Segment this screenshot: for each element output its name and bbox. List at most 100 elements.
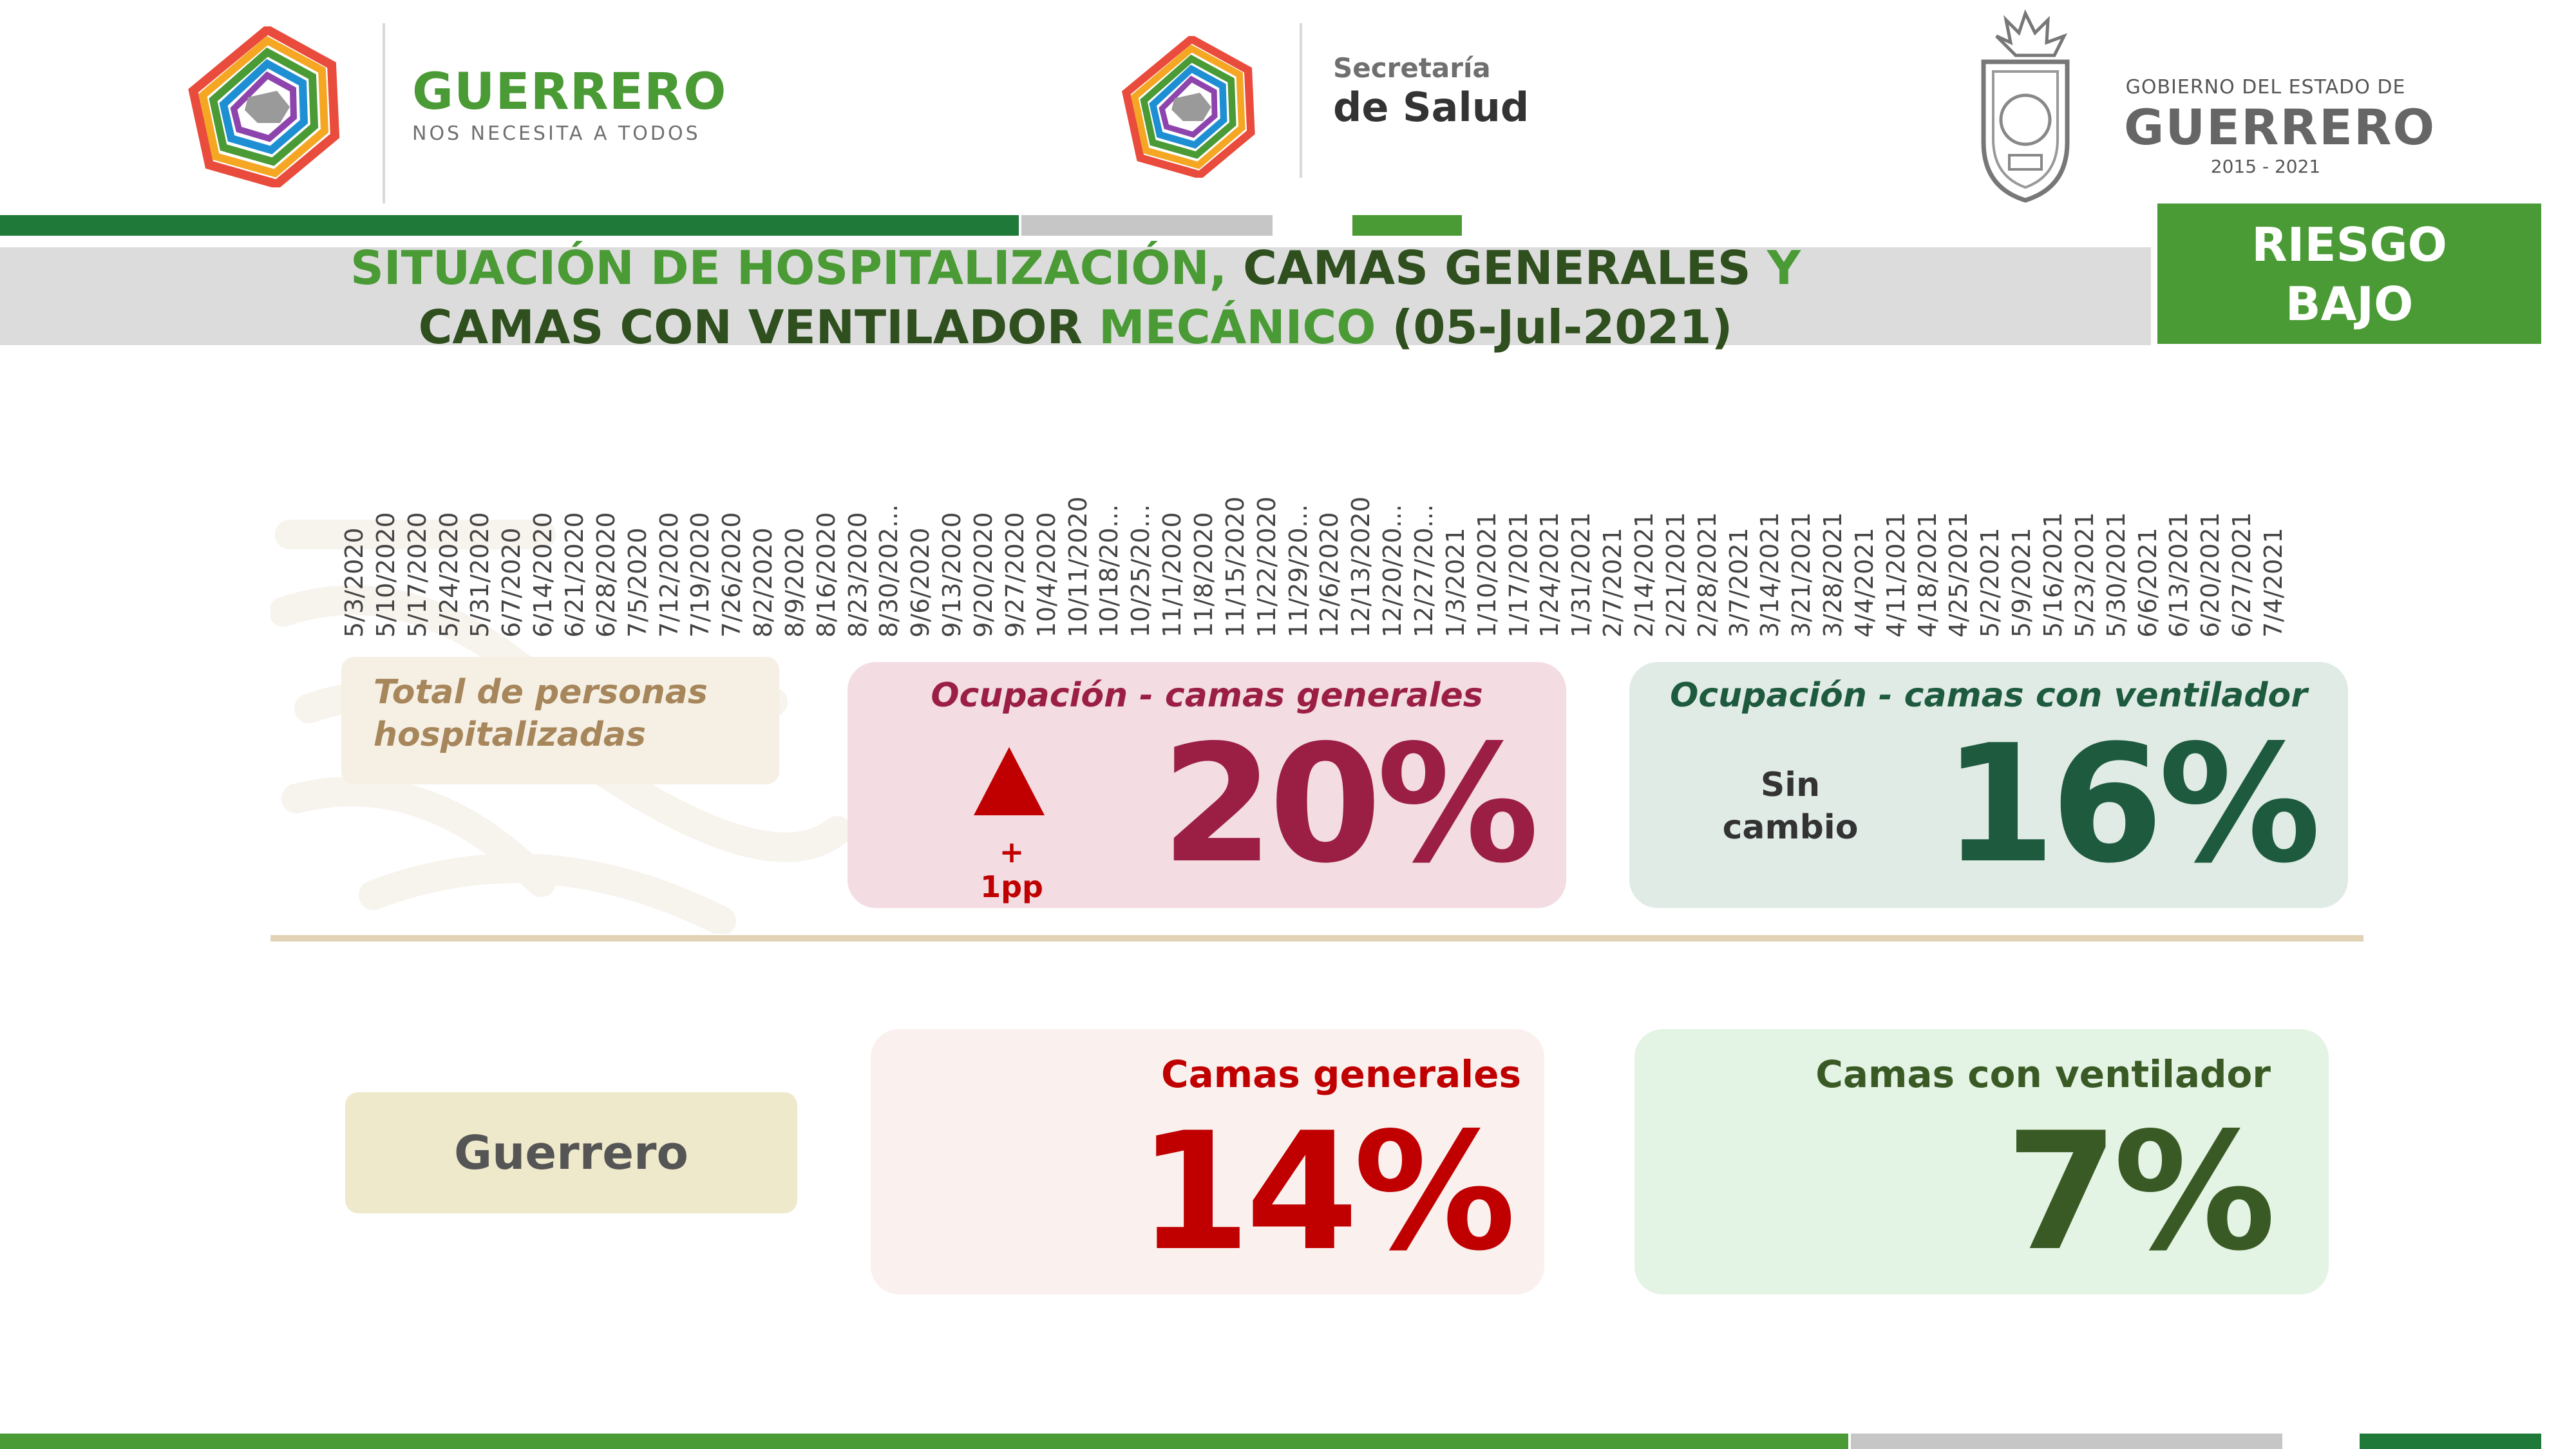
header-divider [1300,23,1302,178]
occupancy-general-label: Ocupación - camas generales [931,676,1483,715]
salud-emblem-icon [1121,33,1262,180]
beds-general-label: Camas generales [1161,1052,1521,1096]
date-tick-label: 9/6/2020 [906,527,935,638]
date-tick-label: 2/28/2021 [1692,512,1721,638]
date-tick-label: 7/4/2021 [2259,527,2287,638]
date-tick-label: 5/17/2020 [402,512,431,638]
date-tick-label: 5/16/2021 [2039,512,2068,638]
gobierno-period: 2015 - 2021 [2210,156,2321,177]
date-tick-label: 4/11/2021 [1881,512,1910,638]
date-tick-label: 6/21/2020 [560,512,589,638]
secretaria-label: Secretaría [1333,52,1491,84]
date-tick-label: 6/27/2021 [2228,512,2257,638]
date-tick-label: 11/15/2020 [1220,496,1249,638]
date-tick-label: 5/23/2021 [2070,512,2099,638]
date-tick-label: 1/31/2021 [1567,512,1596,638]
hospitalized-label-line: hospitalizadas [374,715,646,754]
date-tick-label: 5/24/2020 [434,512,463,638]
date-tick-label: 7/12/2020 [654,512,683,638]
gobierno-guerrero-name: GUERRERO [2124,99,2436,156]
date-tick-label: 8/16/2020 [811,512,840,638]
guerrero-brand-logo: GUERRERO NOS NECESITA A TODOS [187,23,726,204]
date-tick-label: 2/7/2021 [1598,527,1627,638]
header-divider [383,23,385,204]
occupancy-ventilator-card: Ocupación - camas con ventilador Sin cam… [1629,662,2348,908]
date-tick-label: 6/28/2020 [591,512,620,638]
top-gray-bar [1021,215,1273,236]
date-tick-label: 4/25/2021 [1944,512,1973,638]
state-label-box: Guerrero [345,1092,797,1213]
footer-green-bar [0,1434,1848,1449]
date-tick-label: 10/4/2020 [1032,512,1061,638]
date-tick-label: 7/5/2020 [623,527,652,638]
date-tick-label: 3/14/2021 [1756,512,1785,638]
date-tick-label: 7/26/2020 [717,512,746,638]
date-tick-label: 5/30/2021 [2101,512,2130,638]
date-tick-label: 1/10/2021 [1472,512,1501,638]
date-tick-label: 1/24/2021 [1535,512,1564,638]
occupancy-ventilator-status: Sin cambio [1707,764,1874,849]
date-tick-label: 10/25/20... [1126,504,1155,638]
date-tick-label: 12/27/20... [1409,504,1438,638]
date-tick-label: 4/4/2021 [1850,527,1879,638]
date-tick-label: 6/7/2020 [497,527,526,638]
date-tick-label: 3/28/2021 [1819,512,1848,638]
date-tick-label: 4/18/2021 [1913,512,1942,638]
section-separator [270,935,2363,942]
beds-ventilator-card: Camas con ventilador 7% [1634,1029,2329,1294]
date-tick-label: 8/9/2020 [780,527,809,638]
hospitalized-label-line: Total de personas [374,673,708,712]
date-tick-label: 11/1/2020 [1158,512,1187,638]
date-tick-label: 6/13/2021 [2164,512,2193,638]
footer-dark-green-bar [2360,1434,2541,1449]
date-tick-label: 6/6/2021 [2133,527,2162,638]
date-tick-label: 6/20/2021 [2196,512,2225,638]
date-tick-label: 2/14/2021 [1629,512,1658,638]
date-tick-label: 12/13/2020 [1347,496,1376,638]
occupancy-general-trend: + 1pp [980,835,1043,904]
date-tick-label: 5/10/2020 [371,512,400,638]
date-tick-label: 5/2/2021 [1976,527,2005,638]
date-tick-label: 7/19/2020 [686,512,715,638]
date-tick-label: 6/14/2020 [529,512,558,638]
hospitalized-label: Total de personas hospitalizadas [374,671,708,756]
beds-ventilator-label: Camas con ventilador [1815,1052,2271,1096]
date-tick-label: 1/3/2021 [1441,527,1470,638]
beds-general-value: 14% [1137,1098,1516,1287]
title-part: Y [1766,241,1801,295]
date-tick-label: 5/31/2020 [466,512,495,638]
date-tick-label: 8/23/2020 [843,512,872,638]
title-part: CAMAS CON VENTILADOR [418,300,1099,354]
gobierno-guerrero-logo: GOBIERNO DEL ESTADO DE GUERRERO 2015 - 2… [1964,4,2436,210]
title-band [0,247,2151,345]
date-tick-label: 11/8/2020 [1189,512,1218,638]
title-part: MECÁNICO [1098,300,1376,354]
date-tick-label: 3/7/2021 [1724,527,1753,638]
occupancy-general-value: 20% [1160,710,1539,899]
date-tick-label: 9/20/2020 [969,512,998,638]
date-tick-label: 9/13/2020 [938,512,967,638]
date-tick-label: 8/2/2020 [749,527,778,638]
date-tick-label: 2/21/2021 [1661,512,1690,638]
occupancy-ventilator-label: Ocupación - camas con ventilador [1670,676,2307,715]
risk-level-badge: RIESGO BAJO [2157,204,2541,344]
de-salud-label: de Salud [1333,84,1530,131]
date-tick-label: 5/9/2021 [2007,527,2036,638]
date-tick-label: 10/18/20... [1095,504,1124,638]
status-line: cambio [1722,808,1859,847]
state-coat-of-arms-icon [1964,7,2087,207]
top-accent-bar [1352,215,1462,236]
occupancy-general-card: Ocupación - camas generales + 1pp 20% [848,662,1566,908]
guerrero-brand-tagline: NOS NECESITA A TODOS [412,122,701,145]
title-part: CAMAS GENERALES [1227,241,1767,295]
date-tick-label: 11/29/20... [1283,504,1312,638]
title-part: (05-Jul-2021) [1376,300,1733,354]
page-title: SITUACIÓN DE HOSPITALIZACIÓN, CAMAS GENE… [0,238,2151,357]
date-axis: 5/3/2020 5/10/2020 5/17/2020 5/24/2020 5/31/… [340,496,2344,638]
date-tick-label: 12/20/20... [1378,504,1407,638]
beds-ventilator-value: 7% [2005,1098,2276,1287]
occupancy-ventilator-value: 16% [1942,710,2321,899]
date-tick-label: 1/17/2021 [1504,512,1533,638]
date-tick-label: 8/30/202... [875,504,904,638]
date-tick-label: 11/22/2020 [1252,496,1281,638]
